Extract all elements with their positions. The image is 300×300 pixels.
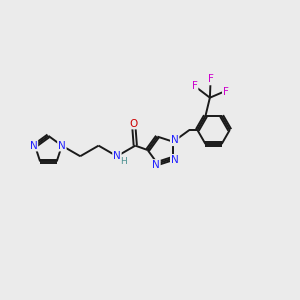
Text: N: N bbox=[171, 135, 178, 145]
Text: F: F bbox=[223, 87, 229, 98]
Text: N: N bbox=[58, 141, 66, 151]
Text: O: O bbox=[130, 118, 138, 128]
Text: N: N bbox=[152, 160, 160, 170]
Text: N: N bbox=[30, 141, 38, 151]
Text: N: N bbox=[171, 155, 178, 165]
Text: H: H bbox=[120, 157, 127, 166]
Text: N: N bbox=[113, 151, 121, 161]
Text: F: F bbox=[208, 74, 214, 84]
Text: F: F bbox=[192, 81, 197, 91]
